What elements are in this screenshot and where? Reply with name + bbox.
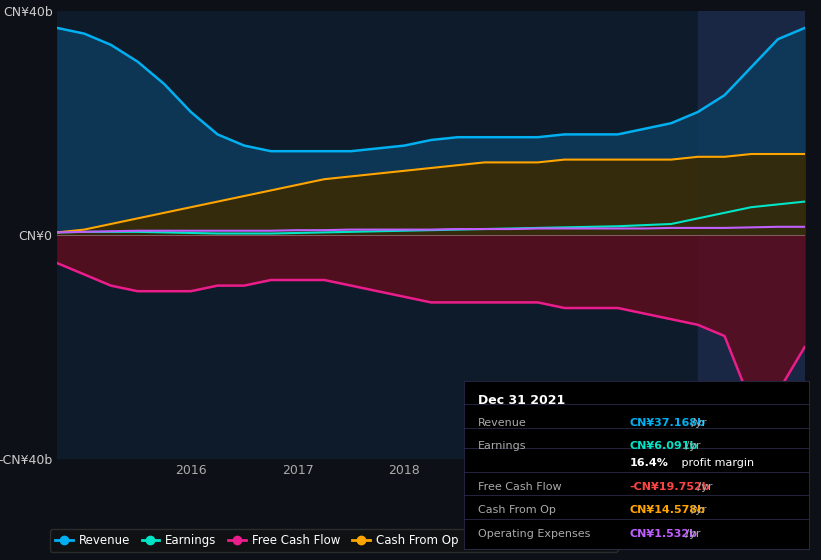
Text: /yr: /yr	[694, 482, 713, 492]
Text: Earnings: Earnings	[478, 441, 526, 451]
Text: Operating Expenses: Operating Expenses	[478, 529, 590, 539]
Bar	[698, 11, 805, 459]
Text: Revenue: Revenue	[478, 418, 526, 428]
Text: /yr: /yr	[688, 505, 707, 515]
Text: profit margin: profit margin	[677, 458, 754, 468]
Text: Free Cash Flow: Free Cash Flow	[478, 482, 562, 492]
Text: /yr: /yr	[682, 441, 700, 451]
Text: Dec 31 2021: Dec 31 2021	[478, 394, 565, 407]
Text: -CN¥19.752b: -CN¥19.752b	[630, 482, 710, 492]
Text: CN¥14.578b: CN¥14.578b	[630, 505, 705, 515]
Text: CN¥6.091b: CN¥6.091b	[630, 441, 698, 451]
Legend: Revenue, Earnings, Free Cash Flow, Cash From Op, Operating Expenses: Revenue, Earnings, Free Cash Flow, Cash …	[50, 529, 617, 552]
Text: /yr: /yr	[682, 529, 700, 539]
Text: CN¥37.168b: CN¥37.168b	[630, 418, 705, 428]
Text: /yr: /yr	[688, 418, 707, 428]
Text: CN¥1.532b: CN¥1.532b	[630, 529, 697, 539]
Text: 16.4%: 16.4%	[630, 458, 668, 468]
Text: Cash From Op: Cash From Op	[478, 505, 556, 515]
